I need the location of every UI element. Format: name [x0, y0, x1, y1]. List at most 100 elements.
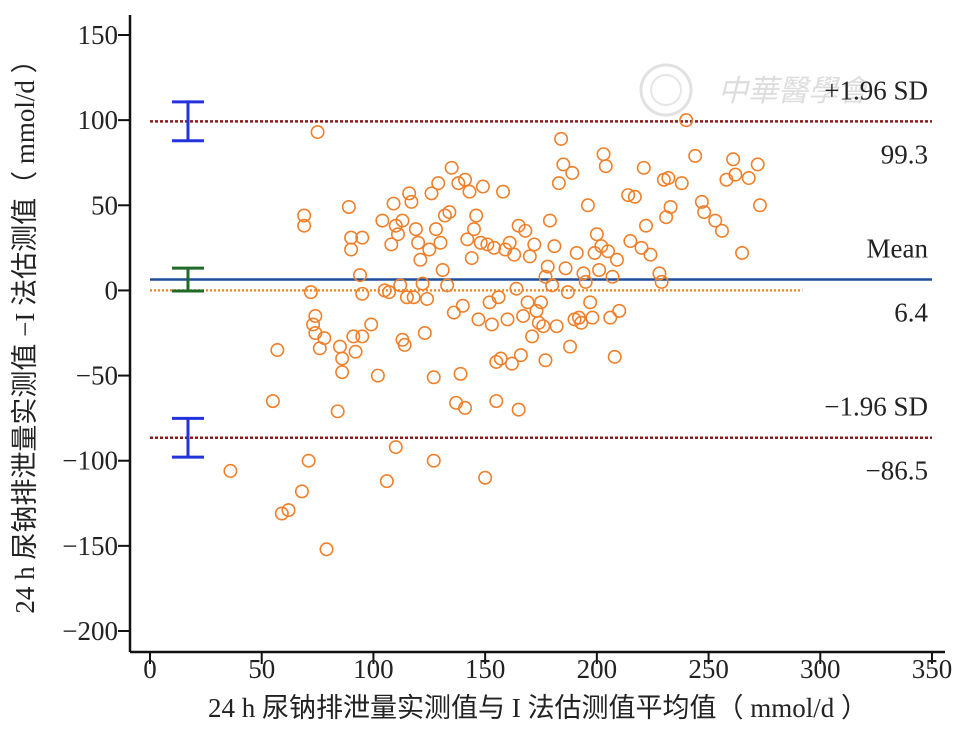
scatter-point	[433, 235, 448, 250]
x-tick-label: 150	[465, 654, 506, 684]
scatter-point	[612, 303, 627, 318]
y-tick-label: 100	[78, 105, 119, 135]
scatter-point	[370, 368, 385, 383]
watermark-seal-inner	[650, 74, 682, 106]
scatter-point	[587, 245, 602, 260]
y-tick-label: −200	[62, 616, 118, 646]
reference-line-labels: +1.96 SD 99.3 Mean 6.4 −1.96 SD −86.5	[824, 75, 928, 485]
scatter-point	[750, 157, 765, 172]
scatter-point	[627, 189, 642, 204]
scatter-point	[466, 222, 481, 237]
scatter-point	[382, 285, 397, 300]
scatter-point	[491, 290, 506, 305]
scatter-point	[487, 240, 502, 255]
scatter-point	[556, 157, 571, 172]
x-tick-label: 0	[143, 654, 157, 684]
scatter-point	[592, 262, 607, 277]
y-tick-label: −50	[76, 361, 118, 391]
scatter-point	[473, 235, 488, 250]
scatter-point	[355, 329, 370, 344]
scatter-point	[551, 176, 566, 191]
x-tick-label: 250	[688, 654, 729, 684]
scatter-point	[458, 400, 473, 415]
scatter-point	[634, 240, 649, 255]
scatter-point	[270, 343, 285, 358]
x-tick-label: 200	[577, 654, 618, 684]
scatter-point	[451, 176, 466, 191]
scatter-point	[538, 353, 553, 368]
scatter-point	[355, 286, 370, 301]
scatter-point	[585, 310, 600, 325]
scatter-point	[348, 344, 363, 359]
scatter-point	[344, 242, 359, 257]
reference-line-name: +1.96 SD	[824, 75, 928, 105]
scatter-point	[415, 276, 430, 291]
scatter-point	[444, 160, 459, 175]
scatter-point	[332, 339, 347, 354]
scatter-point	[346, 329, 361, 344]
scatter-point	[462, 184, 477, 199]
scatter-point	[605, 269, 620, 284]
scatter-point	[694, 194, 709, 209]
watermark-seal-icon	[639, 63, 693, 117]
scatter-point	[442, 205, 457, 220]
scatter-point	[636, 160, 651, 175]
scatter-point	[609, 252, 624, 267]
scatter-point	[583, 295, 598, 310]
scatter-point	[469, 208, 484, 223]
reference-line-value: 6.4	[894, 298, 928, 328]
scatter-point	[281, 503, 296, 518]
scatter-point	[475, 179, 490, 194]
scatter-point	[518, 223, 533, 238]
scatter-point	[688, 148, 703, 163]
scatter-point	[580, 198, 595, 213]
y-tick-label: 150	[78, 20, 119, 50]
scatter-point	[652, 266, 667, 281]
scatter-point	[714, 223, 729, 238]
scatter-point	[607, 349, 622, 364]
scatter-point	[306, 317, 321, 332]
scatter-point	[435, 262, 450, 277]
scatter-point	[542, 213, 557, 228]
scatter-point	[540, 259, 555, 274]
scatter-point	[408, 222, 423, 237]
scatter-point	[413, 252, 428, 267]
scatter-point	[728, 167, 743, 182]
scatter-point	[446, 305, 461, 320]
scatter-point	[399, 290, 414, 305]
scatter-point	[341, 199, 356, 214]
scatter-point	[509, 281, 524, 296]
scatter-point	[310, 125, 325, 140]
reference-line-name: Mean	[867, 234, 929, 264]
scatter-point	[726, 152, 741, 167]
scatter-point	[317, 331, 332, 346]
scatter-point	[428, 222, 443, 237]
x-axis-title: 24 h 尿钠排泄量实测值与 I 法估测值平均值（ mmol/d ）	[208, 693, 868, 723]
scatter-point	[489, 394, 504, 409]
scatter-point	[639, 218, 654, 233]
scatter-point	[301, 453, 316, 468]
watermark-text: 中華醫學會	[718, 74, 872, 109]
scatter-point	[697, 205, 712, 220]
scatter-point	[384, 237, 399, 252]
scatter-point	[525, 329, 540, 344]
scatter-point	[502, 235, 517, 250]
scatter-point	[513, 348, 528, 363]
scatter-point	[520, 295, 535, 310]
scatter-point	[393, 278, 408, 293]
y-axis-ticks: 150 100 50 0 −50 −100 −150 −200	[62, 20, 130, 646]
watermark: 中華醫學會	[639, 63, 872, 117]
scatter-point	[554, 131, 569, 146]
scatter-point	[480, 237, 495, 252]
y-tick-label: 0	[105, 275, 119, 305]
scatter-point	[437, 208, 452, 223]
scatter-point	[560, 285, 575, 300]
scatter-point	[507, 247, 522, 262]
scatter-point	[391, 227, 406, 242]
scatter-point	[661, 171, 676, 186]
scatter-point	[589, 227, 604, 242]
scatter-point	[460, 232, 475, 247]
scatter-point	[735, 245, 750, 260]
scatter-point	[471, 312, 486, 327]
